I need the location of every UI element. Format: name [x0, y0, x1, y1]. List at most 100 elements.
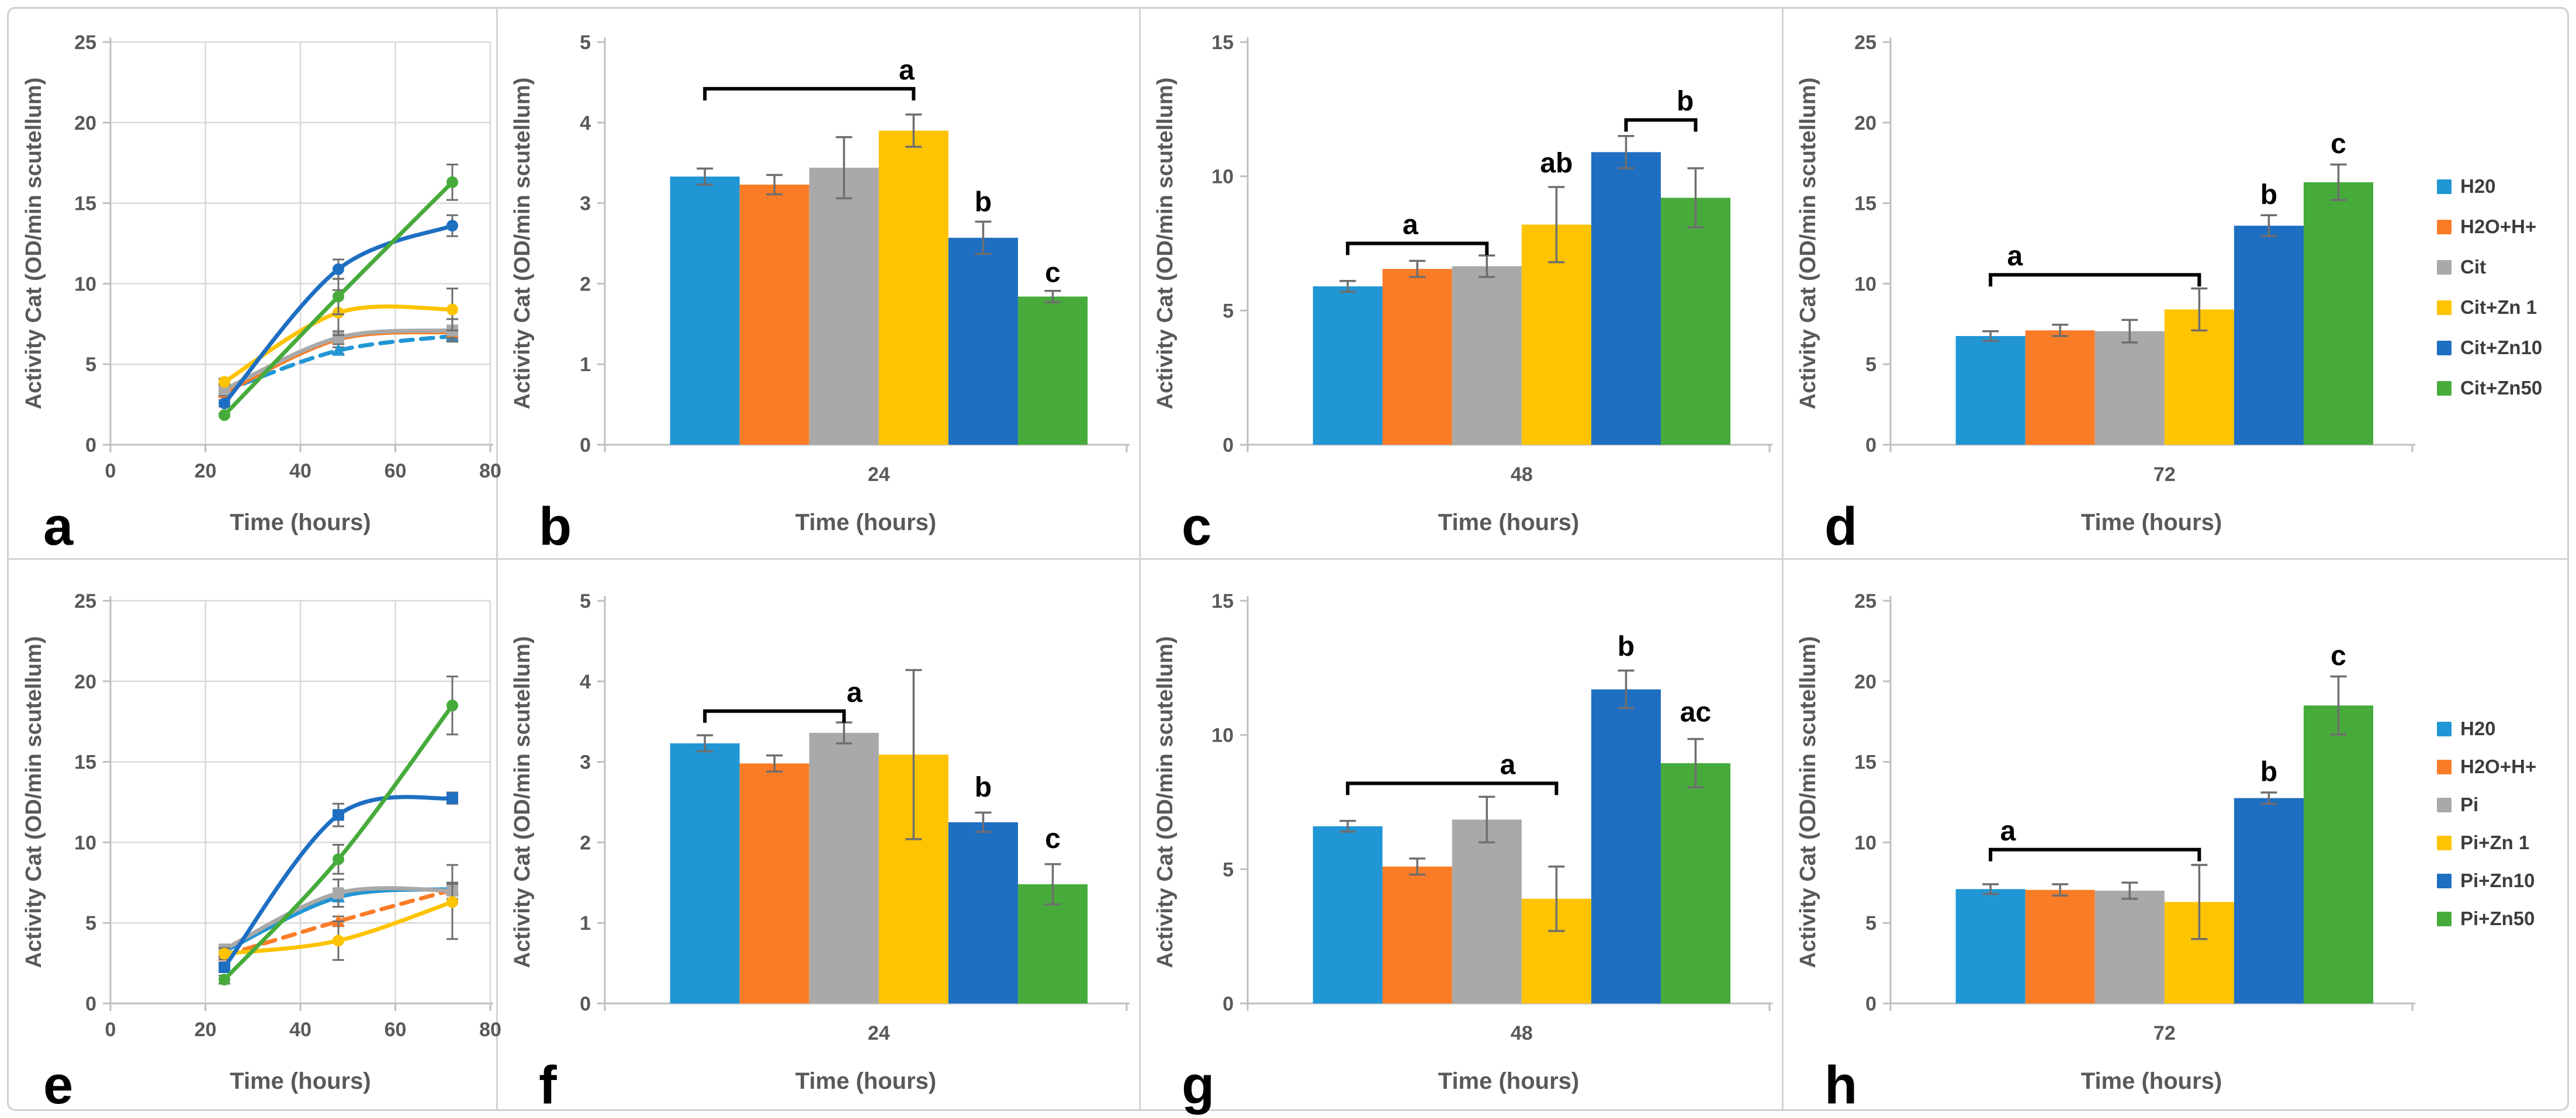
marker-Pi+Zn10: [219, 961, 230, 973]
y-tick-label: 0: [1223, 434, 1234, 456]
y-axis-title: Activity Cat (OD/min scutellum): [1796, 78, 1820, 410]
panel-letter: b: [539, 497, 572, 556]
legend-item-label: Cit+Zn10: [2460, 337, 2543, 358]
legend-item-label: Pi+Zn 1: [2460, 832, 2530, 853]
sig-label: a: [2007, 241, 2023, 272]
y-tick-label: 15: [1854, 193, 1876, 215]
x-axis-title: Time (hours): [1438, 510, 1580, 535]
bar-Cit+Zn 1: [2164, 309, 2234, 445]
bar-H20: [1955, 889, 2026, 1003]
y-tick-label: 0: [85, 993, 96, 1015]
marker-H20: [332, 343, 345, 356]
sig-label: a: [899, 55, 915, 86]
y-tick-label: 0: [1865, 434, 1876, 456]
panel-letter: g: [1182, 1055, 1214, 1115]
y-tick-label: 25: [74, 590, 96, 612]
bar-Pi: [2094, 891, 2165, 1003]
x-axis-title: Time (hours): [2081, 1068, 2222, 1094]
figure-frame: [7, 7, 2569, 1111]
sig-label: c: [2331, 641, 2346, 672]
sig-label: b: [2260, 757, 2277, 788]
sig-label: b: [975, 186, 992, 217]
line-Pi+Zn10: [222, 795, 455, 970]
x-axis-title: Time (hours): [230, 510, 371, 535]
panel-h-bar-chart-pi-72h: 0 5 10 15 20 25 Time (hours) Activity Cat (OD/m…: [1796, 590, 2415, 1115]
legend-color-chip: [2437, 380, 2452, 396]
marker-Pi+Zn10: [446, 792, 458, 804]
y-tick-label: 0: [85, 434, 96, 456]
bar-Cit: [2094, 331, 2165, 445]
x-tick-label: 60: [385, 460, 407, 482]
marker-Pi+Zn10: [333, 809, 344, 821]
legend-color-chip: [2437, 219, 2452, 234]
y-tick-label: 25: [74, 32, 96, 54]
y-tick-label: 5: [85, 354, 96, 376]
legend-item-label: H2O+H+: [2460, 216, 2537, 237]
bar-H20: [1313, 286, 1383, 445]
panel-e-line-chart-pi: 0 5 10 15 20 25 0 20 40 60 80 Time (hours) Activity …: [22, 590, 501, 1115]
legend-item-H20: H20: [2437, 175, 2496, 198]
panel-b-bar-chart-cit-24h: 0 1 2 3 4 5 Time (hours) Activity Cat (OD/min s…: [510, 32, 1130, 556]
bar-Cit+Zn50: [2303, 182, 2374, 445]
panel-a-line-chart-cit: 0 5 10 15 20 25 0 20 40 60 80 Time (hours) Activity …: [22, 32, 501, 556]
y-axis-title: Activity Cat (OD/min scutellum): [510, 78, 535, 410]
sig-bracket: [1346, 781, 1559, 795]
x-category-label: 72: [2153, 1022, 2176, 1044]
sig-label: a: [2000, 816, 2016, 847]
sig-label: a: [1500, 749, 1516, 780]
y-tick-label: 5: [580, 590, 591, 612]
sig-bracket: [1989, 847, 2201, 861]
marker-Cit+Zn10: [333, 263, 344, 275]
marker-Cit+Zn 1: [446, 303, 458, 316]
bar-Pi+Zn10: [1591, 689, 1661, 1003]
x-tick-label: 0: [105, 460, 116, 482]
bar-Cit: [1452, 266, 1522, 445]
legend-item-label: Cit: [2460, 256, 2486, 278]
x-tick-label: 20: [195, 1019, 217, 1041]
x-category-label: 24: [868, 463, 890, 486]
x-axis-title: Time (hours): [1438, 1068, 1580, 1094]
bar-Pi: [1452, 819, 1522, 1003]
y-tick-label: 0: [1223, 993, 1234, 1015]
y-tick-label: 15: [74, 752, 96, 774]
y-tick-label: 5: [1223, 300, 1234, 322]
x-tick-label: 60: [385, 1019, 407, 1041]
y-axis-title: Activity Cat (OD/min scutellum): [22, 636, 46, 968]
x-tick-label: 0: [105, 1019, 116, 1041]
y-tick-label: 15: [1854, 752, 1876, 774]
legend-color-chip: [2437, 873, 2452, 888]
bar-Cit+Zn10: [2234, 226, 2304, 445]
bar-H2O+H+: [739, 763, 809, 1003]
bar-Pi+Zn50: [2303, 705, 2374, 1003]
y-tick-label: 5: [580, 32, 591, 54]
sig-label: a: [1403, 210, 1418, 241]
bar-Cit+Zn 1: [878, 130, 948, 445]
x-tick-label: 40: [289, 460, 311, 482]
y-tick-label: 3: [580, 752, 591, 774]
panel-letter: e: [43, 1055, 73, 1115]
y-tick-label: 25: [1854, 32, 1876, 54]
sig-label: ab: [1540, 148, 1573, 179]
sig-label: b: [1618, 631, 1635, 662]
panel-f-bar-chart-pi-24h: 0 1 2 3 4 5 Time (hours) Activity Cat (OD/min s…: [510, 590, 1130, 1115]
legend-color-chip: [2437, 797, 2452, 812]
y-tick-label: 2: [580, 832, 591, 854]
x-axis-title: Time (hours): [230, 1068, 371, 1094]
sig-bracket: [703, 86, 916, 101]
y-tick-label: 1: [580, 912, 591, 934]
y-axis-title: Activity Cat (OD/min scutellum): [1153, 78, 1178, 410]
y-tick-label: 15: [1211, 590, 1234, 612]
bar-Cit+Zn10: [1591, 152, 1661, 445]
marker-Pi+Zn50: [446, 700, 458, 712]
y-tick-label: 20: [1854, 112, 1876, 134]
bar-H20: [1313, 826, 1383, 1003]
y-tick-label: 20: [1854, 671, 1876, 693]
legend-item-label: Cit+Zn 1: [2460, 296, 2537, 318]
legend-item-Pi: Pi: [2437, 794, 2478, 816]
marker-Cit+Zn50: [219, 409, 230, 421]
sig-label: b: [1677, 86, 1694, 117]
sig-label: c: [1045, 823, 1061, 854]
panel-letter: h: [1824, 1055, 1857, 1115]
legend-color-chip: [2437, 300, 2452, 315]
